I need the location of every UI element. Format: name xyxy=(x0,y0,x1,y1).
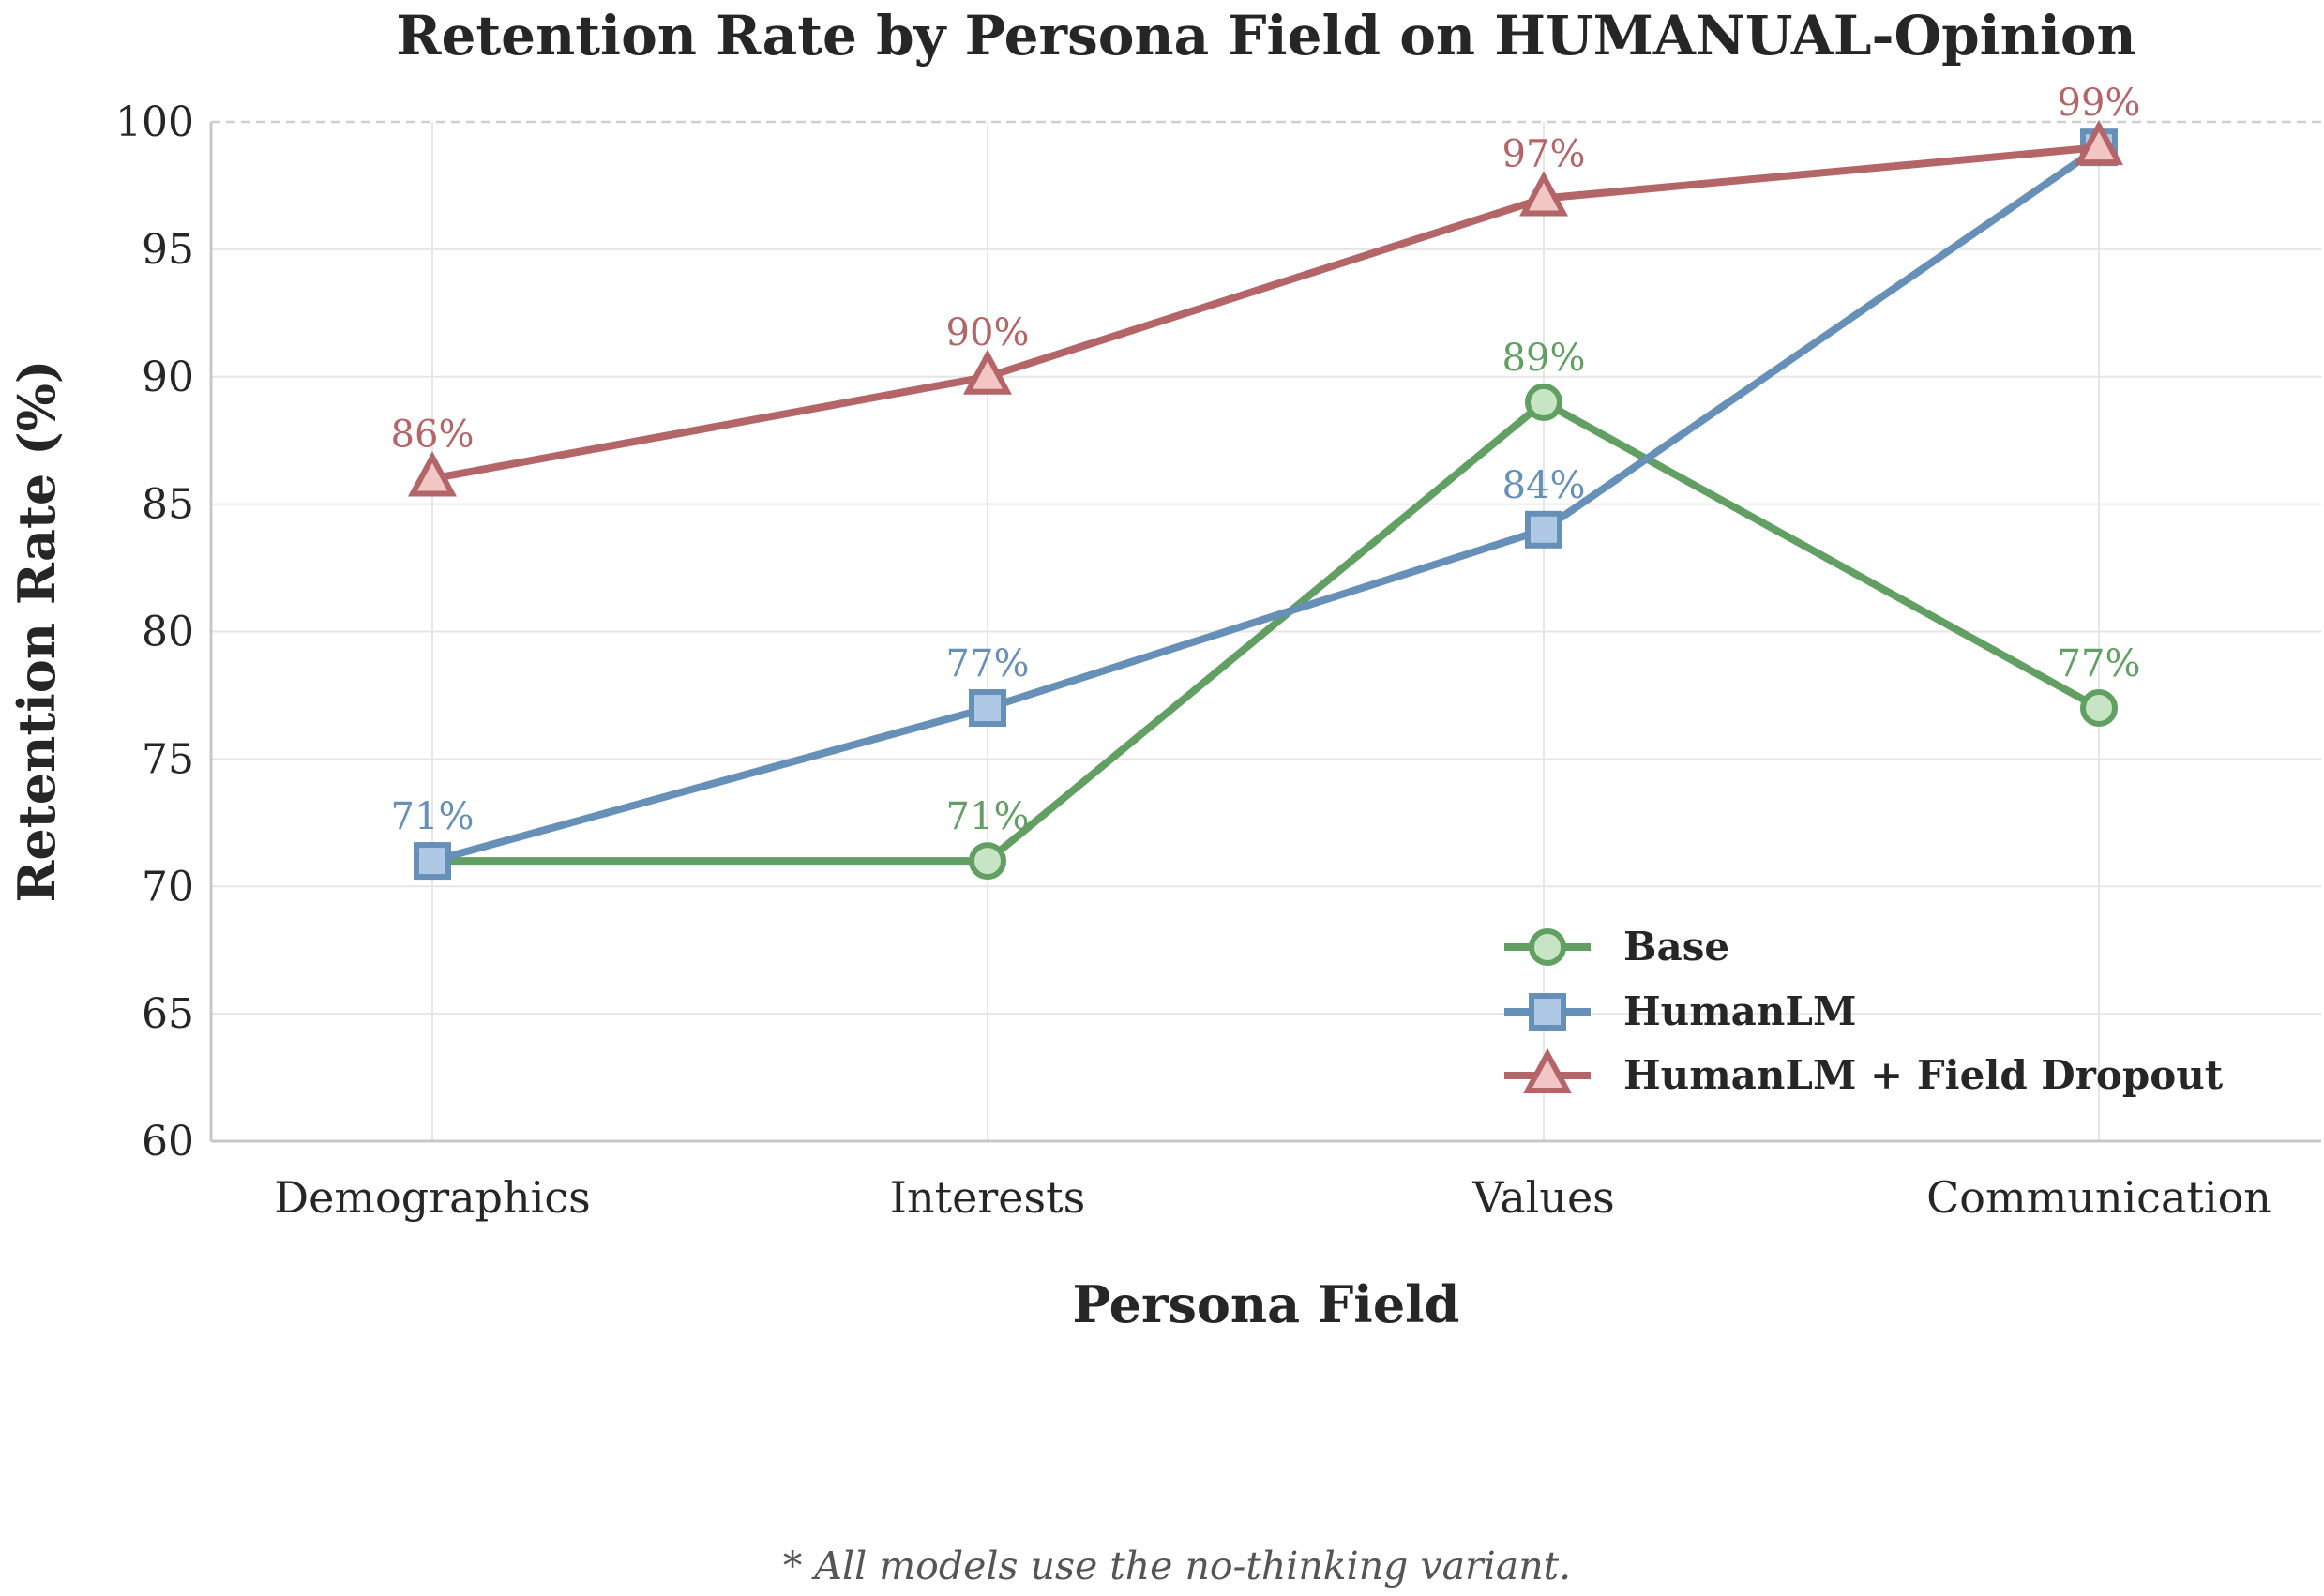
square-marker xyxy=(969,689,1006,728)
circle-marker xyxy=(969,842,1006,881)
legend-item: HumanLM xyxy=(1504,988,1856,1034)
y-tick-label: 85 xyxy=(142,481,194,529)
data-label: 89% xyxy=(1502,337,1586,380)
circle-marker xyxy=(1525,383,1562,421)
axes: 60 65 70 75 80 85 90 95 100 Demographics Interests… xyxy=(115,98,2321,1223)
legend-item: Base xyxy=(1504,924,1729,970)
data-label: 90% xyxy=(946,311,1030,354)
triangle-marker xyxy=(2074,119,2124,166)
square-marker xyxy=(1525,510,1562,549)
data-label: 86% xyxy=(391,413,475,456)
x-tick-label: Communication xyxy=(1926,1172,2271,1223)
series-group xyxy=(407,119,2124,881)
series-line xyxy=(432,398,2101,866)
square-marker xyxy=(414,842,451,881)
data-label: 97% xyxy=(1502,133,1586,176)
data-label: 84% xyxy=(1502,464,1586,507)
y-tick-label: 100 xyxy=(115,98,194,146)
x-axis-label: Persona Field xyxy=(1073,1274,1460,1334)
data-label: 71% xyxy=(946,795,1030,838)
square-marker xyxy=(1529,993,1566,1031)
circle-marker xyxy=(1529,928,1566,966)
triangle-marker xyxy=(1522,1047,1573,1093)
legend: Base HumanLM HumanLM + Field Dropout xyxy=(1504,924,2224,1098)
x-tick-label: Demographics xyxy=(274,1172,590,1223)
series-line xyxy=(430,143,2102,865)
grid xyxy=(211,120,2321,1141)
chart-title: Retention Rate by Persona Field on HUMAN… xyxy=(396,4,2135,68)
data-label: 77% xyxy=(946,642,1030,685)
data-label: 77% xyxy=(2058,642,2141,685)
triangle-marker xyxy=(962,349,1013,395)
legend-label: HumanLM xyxy=(1623,988,1856,1034)
y-tick-label: 60 xyxy=(142,1118,194,1166)
y-tick-label: 70 xyxy=(142,863,194,911)
circle-marker xyxy=(2080,689,2118,728)
y-tick-label: 80 xyxy=(142,609,194,656)
y-tick-label: 90 xyxy=(142,354,194,401)
data-labels: 71% 89% 77% 71% 77% 84% 86% 90% 97% 99% xyxy=(391,82,2141,838)
legend-item: HumanLM + Field Dropout xyxy=(1504,1047,2224,1098)
x-tick-label: Interests xyxy=(890,1172,1085,1223)
series-line xyxy=(431,143,2100,483)
x-tick-label: Values xyxy=(1471,1172,1615,1223)
data-label: 71% xyxy=(391,795,475,838)
y-tick-label: 95 xyxy=(142,226,194,274)
legend-label: Base xyxy=(1623,924,1729,970)
y-axis-label: Retention Rate (%) xyxy=(7,360,67,903)
data-label: 99% xyxy=(2058,82,2141,125)
legend-label: HumanLM + Field Dropout xyxy=(1623,1052,2224,1098)
triangle-marker xyxy=(1518,171,1569,217)
series-humanlm-field-dropout xyxy=(407,119,2124,497)
footnote: * All models use the no-thinking variant… xyxy=(783,1543,1571,1588)
y-tick-label: 75 xyxy=(142,735,194,783)
triangle-marker xyxy=(407,451,458,497)
y-tick-label: 65 xyxy=(142,990,194,1038)
